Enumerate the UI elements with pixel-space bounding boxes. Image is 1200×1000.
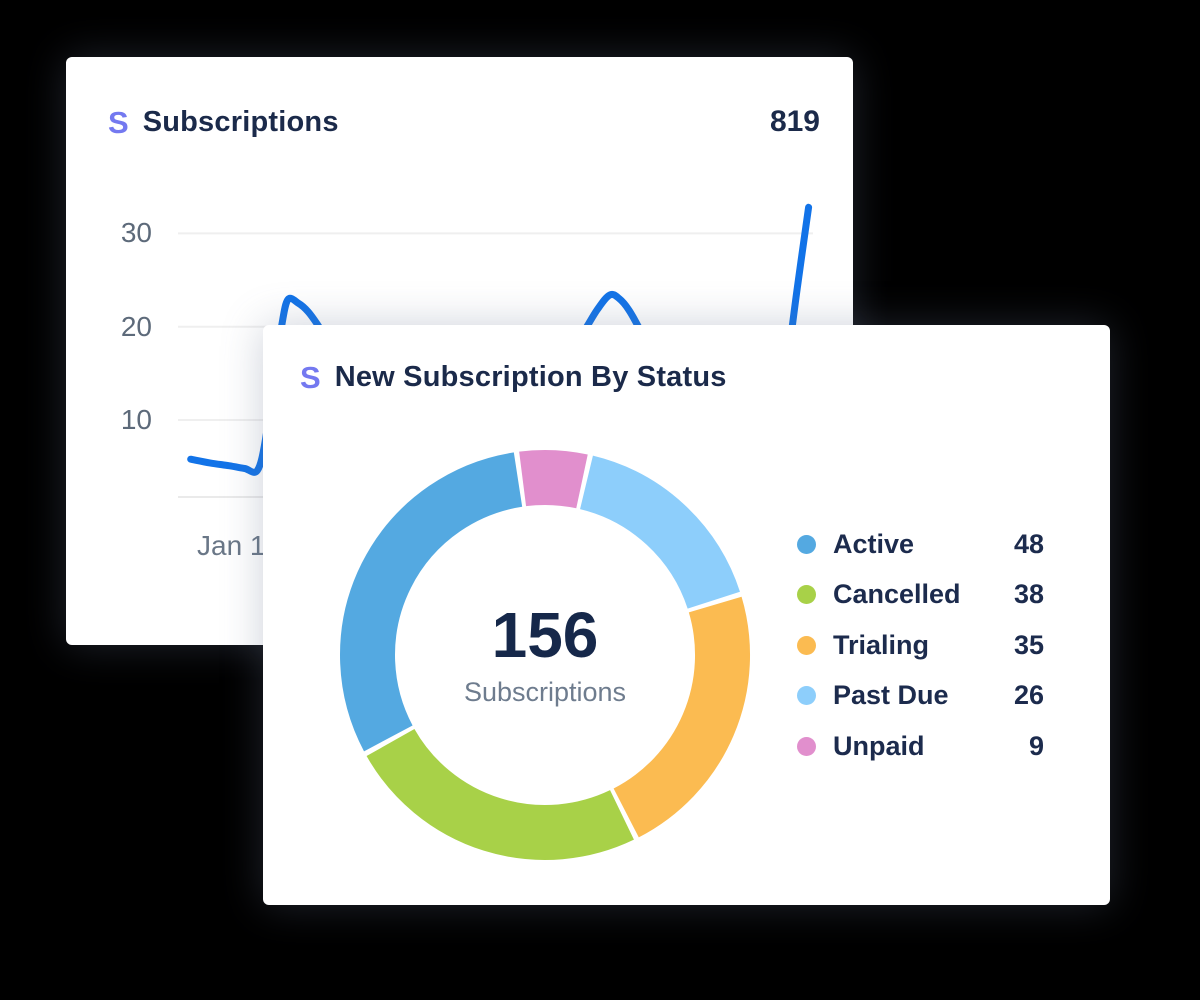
legend-value: 9	[1028, 730, 1044, 761]
legend-label: Cancelled	[833, 579, 961, 610]
y-axis-tick-30: 30	[120, 217, 152, 248]
legend-item-trialing: Trialing 35	[797, 620, 1044, 671]
legend-item-unpaid: Unpaid 9	[797, 721, 1044, 772]
brand-s-icon: S	[108, 104, 129, 140]
donut-total-label: Subscriptions	[463, 677, 627, 708]
unpaid-dot-icon	[797, 736, 816, 756]
brand-s-icon: S	[300, 360, 321, 395]
legend-label: Past Due	[833, 680, 949, 711]
status-card-header: S New Subscription By Status	[300, 361, 1070, 394]
legend-value: 35	[1013, 629, 1044, 660]
donut-total-value: 156	[491, 598, 599, 671]
past-due-dot-icon	[797, 686, 816, 706]
legend-label: Unpaid	[833, 730, 925, 761]
legend-item-past-due: Past Due 26	[797, 671, 1044, 722]
new-subscription-by-status-card: S New Subscription By Status 156 Subscri…	[263, 325, 1110, 905]
legend-label: Active	[833, 528, 915, 559]
legend-label: Trialing	[833, 629, 930, 660]
status-legend: Active 48 Cancelled 38 Trialing 35 Past …	[797, 519, 1044, 772]
status-card-title: New Subscription By Status	[334, 361, 727, 393]
legend-value: 38	[1013, 579, 1044, 610]
legend-value: 26	[1013, 680, 1044, 711]
y-axis-tick-20: 20	[120, 311, 152, 342]
subscriptions-card-title: Subscriptions	[142, 105, 339, 138]
donut-center-text: 156 Subscriptions	[463, 598, 627, 708]
y-axis-tick-10: 10	[120, 404, 152, 435]
subscriptions-total-count: 819	[769, 105, 820, 138]
x-axis-label-jan1: Jan 1	[197, 530, 266, 561]
active-dot-icon	[797, 534, 816, 554]
legend-item-cancelled: Cancelled 38	[797, 570, 1044, 621]
legend-value: 48	[1013, 528, 1044, 559]
trialing-dot-icon	[797, 635, 816, 655]
cancelled-dot-icon	[797, 585, 816, 605]
legend-item-active: Active 48	[797, 519, 1044, 570]
subscriptions-card-header: S Subscriptions 819	[108, 105, 820, 139]
